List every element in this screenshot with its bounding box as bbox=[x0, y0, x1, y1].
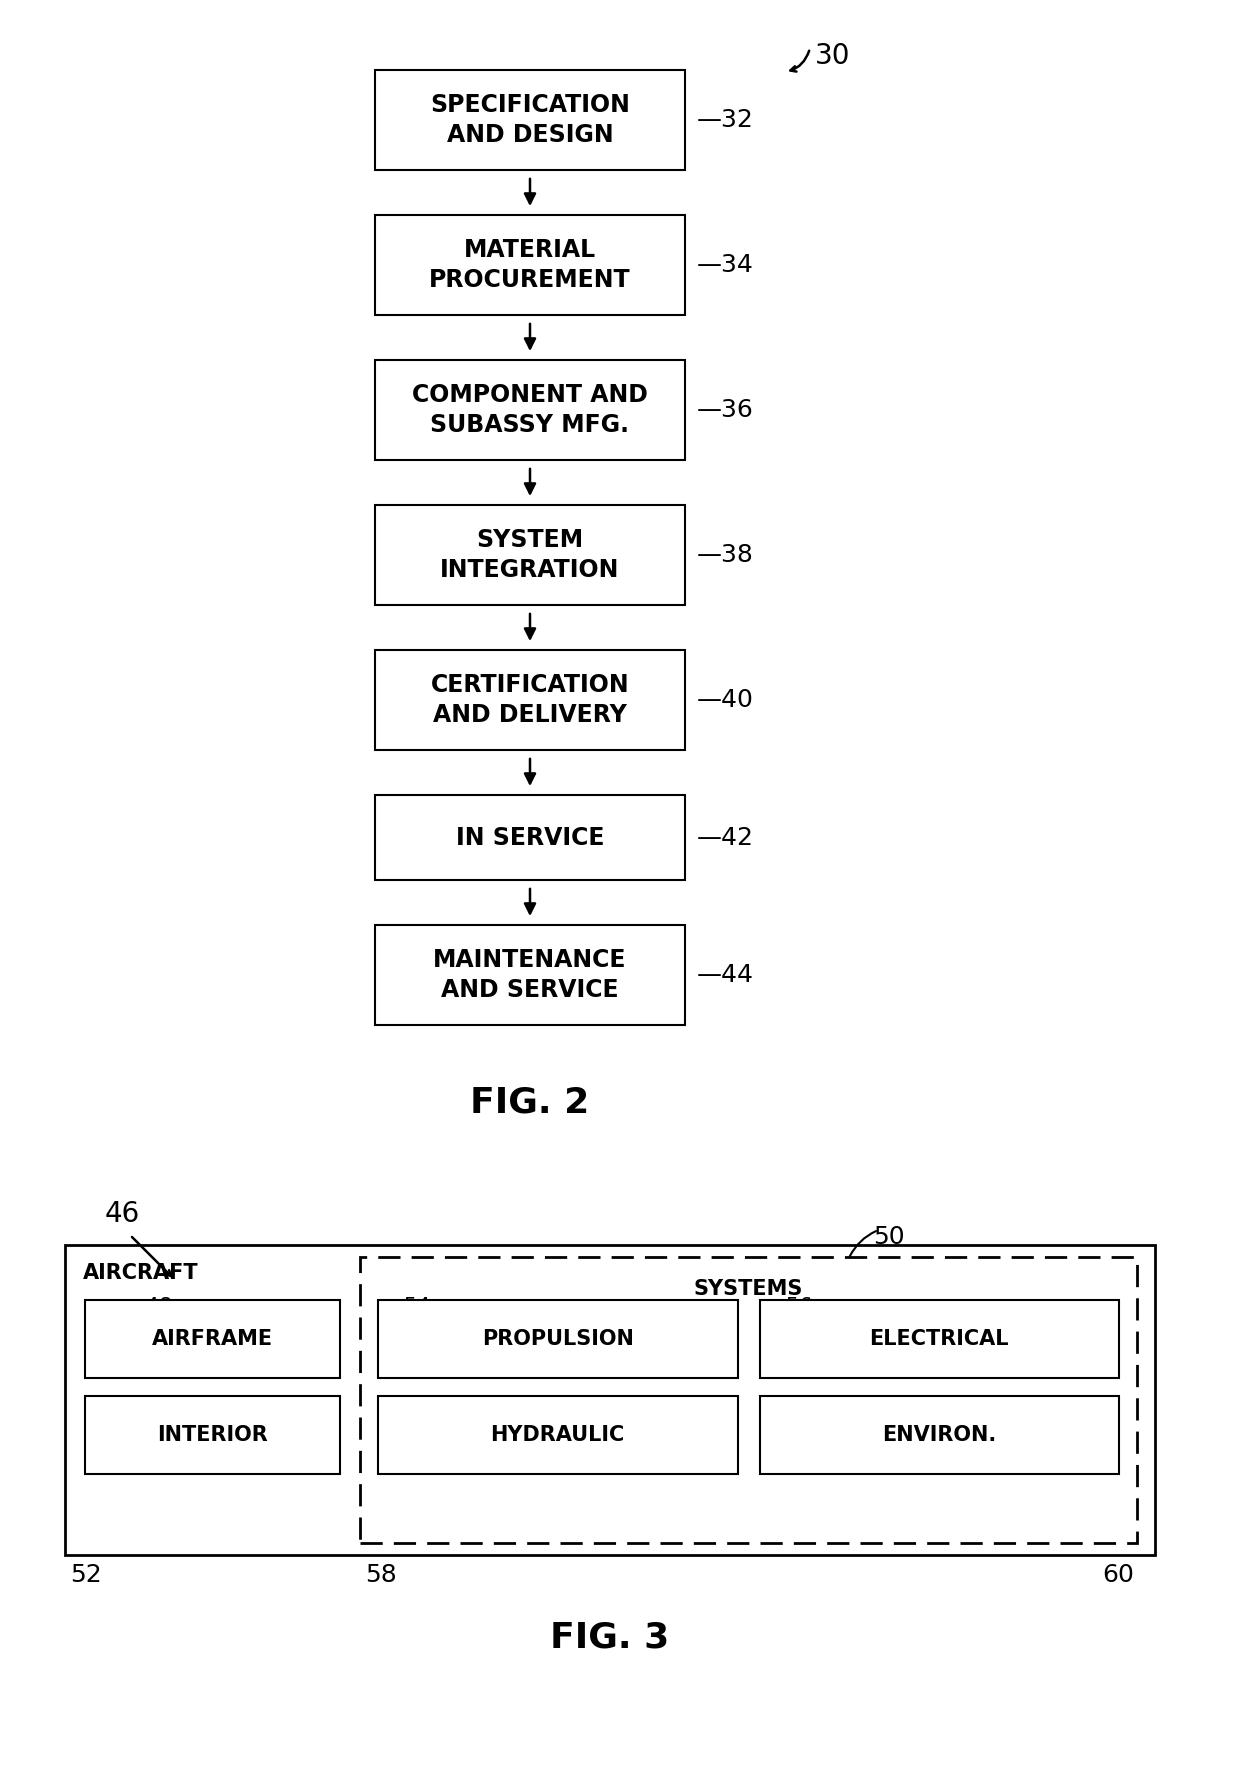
Text: HYDRAULIC: HYDRAULIC bbox=[491, 1425, 625, 1444]
Text: AIRFRAME: AIRFRAME bbox=[153, 1330, 273, 1349]
Text: 58: 58 bbox=[365, 1563, 397, 1588]
Text: MAINTENANCE
AND SERVICE: MAINTENANCE AND SERVICE bbox=[433, 948, 626, 1002]
Text: FIG. 3: FIG. 3 bbox=[551, 1620, 670, 1654]
Text: INTERIOR: INTERIOR bbox=[157, 1425, 268, 1444]
Bar bbox=[360, 1256, 1137, 1543]
Text: —40: —40 bbox=[697, 688, 754, 711]
Bar bbox=[64, 1245, 1154, 1555]
Text: 60: 60 bbox=[1102, 1563, 1133, 1588]
Bar bbox=[378, 1299, 738, 1378]
Text: ENVIRON.: ENVIRON. bbox=[882, 1425, 997, 1444]
Text: —32: —32 bbox=[697, 108, 754, 133]
Bar bbox=[374, 796, 684, 880]
Text: ELECTRICAL: ELECTRICAL bbox=[869, 1330, 1009, 1349]
Text: —34: —34 bbox=[697, 253, 754, 278]
Text: —48: —48 bbox=[125, 1297, 172, 1317]
Bar bbox=[378, 1396, 738, 1475]
Text: 46: 46 bbox=[105, 1201, 140, 1228]
Text: MATERIAL
PROCUREMENT: MATERIAL PROCUREMENT bbox=[429, 238, 631, 292]
Bar bbox=[374, 70, 684, 170]
Text: CERTIFICATION
AND DELIVERY: CERTIFICATION AND DELIVERY bbox=[430, 672, 630, 728]
Bar bbox=[759, 1299, 1118, 1378]
Bar bbox=[374, 215, 684, 315]
Text: SPECIFICATION
AND DESIGN: SPECIFICATION AND DESIGN bbox=[430, 93, 630, 147]
Bar bbox=[374, 650, 684, 751]
Bar bbox=[759, 1396, 1118, 1475]
Text: —36: —36 bbox=[697, 398, 754, 421]
Bar bbox=[374, 360, 684, 461]
Text: —54: —54 bbox=[383, 1297, 430, 1317]
Text: FIG. 2: FIG. 2 bbox=[470, 1084, 590, 1118]
Text: SYSTEMS: SYSTEMS bbox=[694, 1279, 804, 1299]
Bar bbox=[86, 1396, 340, 1475]
Bar bbox=[374, 925, 684, 1025]
Bar bbox=[374, 505, 684, 606]
Text: IN SERVICE: IN SERVICE bbox=[456, 826, 604, 849]
Text: 50: 50 bbox=[873, 1226, 905, 1249]
Text: —56: —56 bbox=[765, 1297, 812, 1317]
Bar bbox=[86, 1299, 340, 1378]
Text: 30: 30 bbox=[815, 41, 851, 70]
Text: —44: —44 bbox=[697, 962, 754, 987]
Text: 52: 52 bbox=[69, 1563, 102, 1588]
Text: PROPULSION: PROPULSION bbox=[482, 1330, 634, 1349]
Text: SYSTEM
INTEGRATION: SYSTEM INTEGRATION bbox=[440, 527, 620, 582]
Text: COMPONENT AND
SUBASSY MFG.: COMPONENT AND SUBASSY MFG. bbox=[412, 383, 649, 437]
Text: —38: —38 bbox=[697, 543, 754, 566]
Text: AIRCRAFT: AIRCRAFT bbox=[83, 1263, 198, 1283]
Text: —42: —42 bbox=[697, 826, 754, 849]
